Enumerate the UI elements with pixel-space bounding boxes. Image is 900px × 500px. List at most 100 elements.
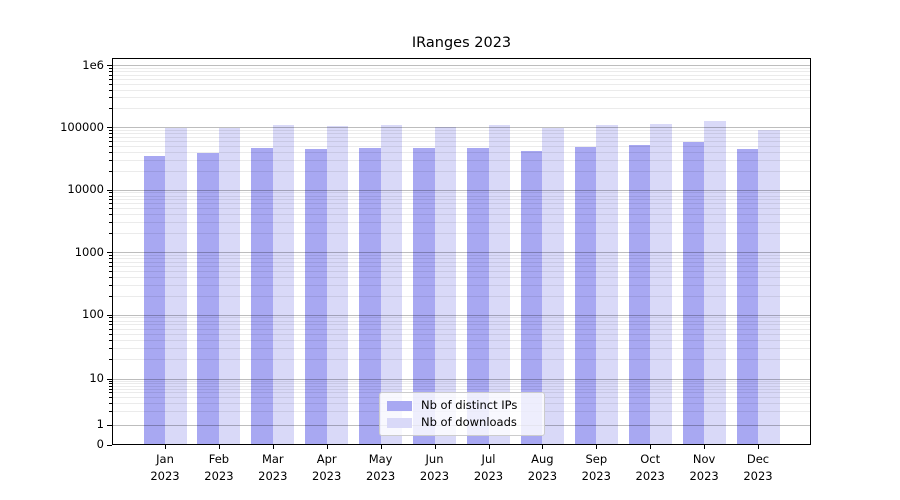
x-axis-tick-label: Aug 2023 — [512, 451, 572, 484]
y-gridline-minor — [112, 192, 811, 194]
y-gridline-major — [112, 127, 811, 128]
x-tick — [542, 445, 544, 449]
bar-downloads — [650, 123, 672, 445]
y-gridline-minor — [112, 324, 811, 326]
x-tick — [434, 445, 436, 449]
y-gridline-minor — [112, 108, 811, 110]
x-tick — [704, 445, 706, 449]
x-tick — [650, 445, 652, 449]
legend-swatch-distinct-ips — [387, 400, 412, 411]
y-tick-minor — [109, 195, 112, 197]
y-gridline-major — [112, 65, 811, 66]
legend-entry-distinct-ips: Nb of distinct IPs — [387, 398, 536, 413]
y-gridline-minor — [112, 348, 811, 349]
y-gridline-minor — [112, 83, 811, 85]
bar-distinct-ips — [628, 145, 651, 445]
y-gridline-minor — [112, 333, 811, 335]
y-tick-minor — [109, 129, 112, 131]
y-gridline-minor — [112, 203, 811, 205]
y-gridline-minor — [112, 320, 811, 322]
y-tick — [107, 189, 112, 191]
y-tick — [107, 252, 112, 253]
x-axis-tick-label: Feb 2023 — [189, 451, 249, 484]
y-gridline-major — [112, 252, 811, 253]
y-tick — [107, 444, 112, 446]
x-axis-tick-label-year: 2023 — [365, 468, 396, 483]
y-gridline-minor — [112, 380, 811, 382]
bar-downloads — [218, 127, 241, 445]
y-tick-minor — [109, 396, 112, 398]
bar-distinct-ips — [520, 150, 543, 445]
y-tick-minor — [109, 136, 112, 138]
bar-distinct-ips — [682, 141, 705, 445]
y-tick-minor — [109, 333, 112, 335]
x-axis-tick-label-year: 2023 — [635, 468, 665, 483]
y-axis-tick-label: 0 — [96, 437, 104, 451]
bar-downloads — [596, 125, 618, 445]
bar-downloads — [542, 127, 564, 445]
y-gridline-minor — [112, 385, 811, 387]
x-tick — [165, 445, 166, 449]
y-tick-minor — [109, 254, 112, 256]
y-gridline-major — [112, 189, 811, 191]
y-gridline-minor — [112, 78, 811, 80]
bar-downloads — [758, 130, 780, 445]
legend-label-distinct-ips: Nb of distinct IPs — [421, 398, 518, 412]
bar-distinct-ips — [359, 148, 381, 445]
bar-distinct-ips — [197, 152, 219, 445]
y-axis-tick-label: 10000 — [67, 182, 104, 196]
y-tick-minor — [109, 317, 112, 319]
y-axis-tick-label: 1000 — [74, 244, 104, 259]
x-tick — [596, 445, 598, 449]
y-tick-minor — [109, 295, 112, 297]
y-gridline-minor — [112, 317, 811, 319]
y-tick-minor — [109, 151, 112, 153]
y-axis-tick-label: 100 — [82, 307, 104, 321]
y-axis-tick-label: 1 — [96, 417, 104, 431]
y-tick-minor — [109, 388, 112, 390]
y-tick-minor — [109, 276, 112, 278]
y-tick-minor — [109, 78, 112, 80]
y-gridline-minor — [112, 195, 811, 197]
y-tick — [107, 127, 112, 128]
bar-distinct-ips — [574, 146, 597, 445]
y-gridline-minor — [112, 214, 811, 216]
x-axis-tick-label-year: 2023 — [473, 468, 504, 483]
y-gridline-minor — [112, 133, 811, 135]
x-axis-tick-label-year: 2023 — [743, 468, 773, 483]
y-gridline-minor — [112, 276, 811, 278]
y-gridline-minor — [112, 89, 811, 91]
x-tick — [758, 445, 759, 449]
y-tick-minor — [109, 74, 112, 76]
y-tick-minor — [109, 214, 112, 216]
y-tick-minor — [109, 133, 112, 135]
bar-downloads — [165, 128, 187, 445]
y-tick-minor — [109, 258, 112, 260]
y-tick-minor — [109, 192, 112, 194]
y-tick — [107, 424, 112, 426]
bar-distinct-ips — [467, 147, 489, 445]
y-tick-minor — [109, 83, 112, 85]
y-tick-minor — [109, 108, 112, 110]
x-tick — [488, 445, 490, 449]
y-tick-minor — [109, 145, 112, 147]
y-tick-minor — [109, 261, 112, 263]
y-tick-minor — [109, 324, 112, 326]
y-tick-minor — [109, 380, 112, 382]
y-gridline-minor — [112, 359, 811, 361]
y-tick-minor — [109, 359, 112, 361]
y-tick-minor — [109, 410, 112, 412]
y-tick-minor — [109, 170, 112, 172]
y-tick-minor — [109, 97, 112, 99]
y-gridline-minor — [112, 136, 811, 138]
y-gridline-minor — [112, 388, 811, 390]
y-tick-minor — [109, 385, 112, 387]
y-gridline-minor — [112, 340, 811, 341]
y-gridline-minor — [112, 383, 811, 384]
x-axis-tick-label: Nov 2023 — [674, 451, 734, 484]
x-tick — [218, 445, 220, 449]
x-axis-tick-label-year: 2023 — [419, 468, 450, 483]
y-tick-minor — [109, 89, 112, 91]
x-axis-tick-label-year: 2023 — [527, 468, 558, 483]
